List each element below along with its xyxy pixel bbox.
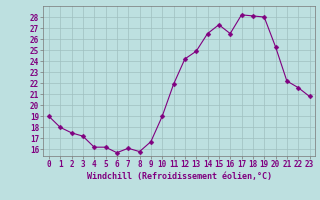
X-axis label: Windchill (Refroidissement éolien,°C): Windchill (Refroidissement éolien,°C): [87, 172, 272, 181]
